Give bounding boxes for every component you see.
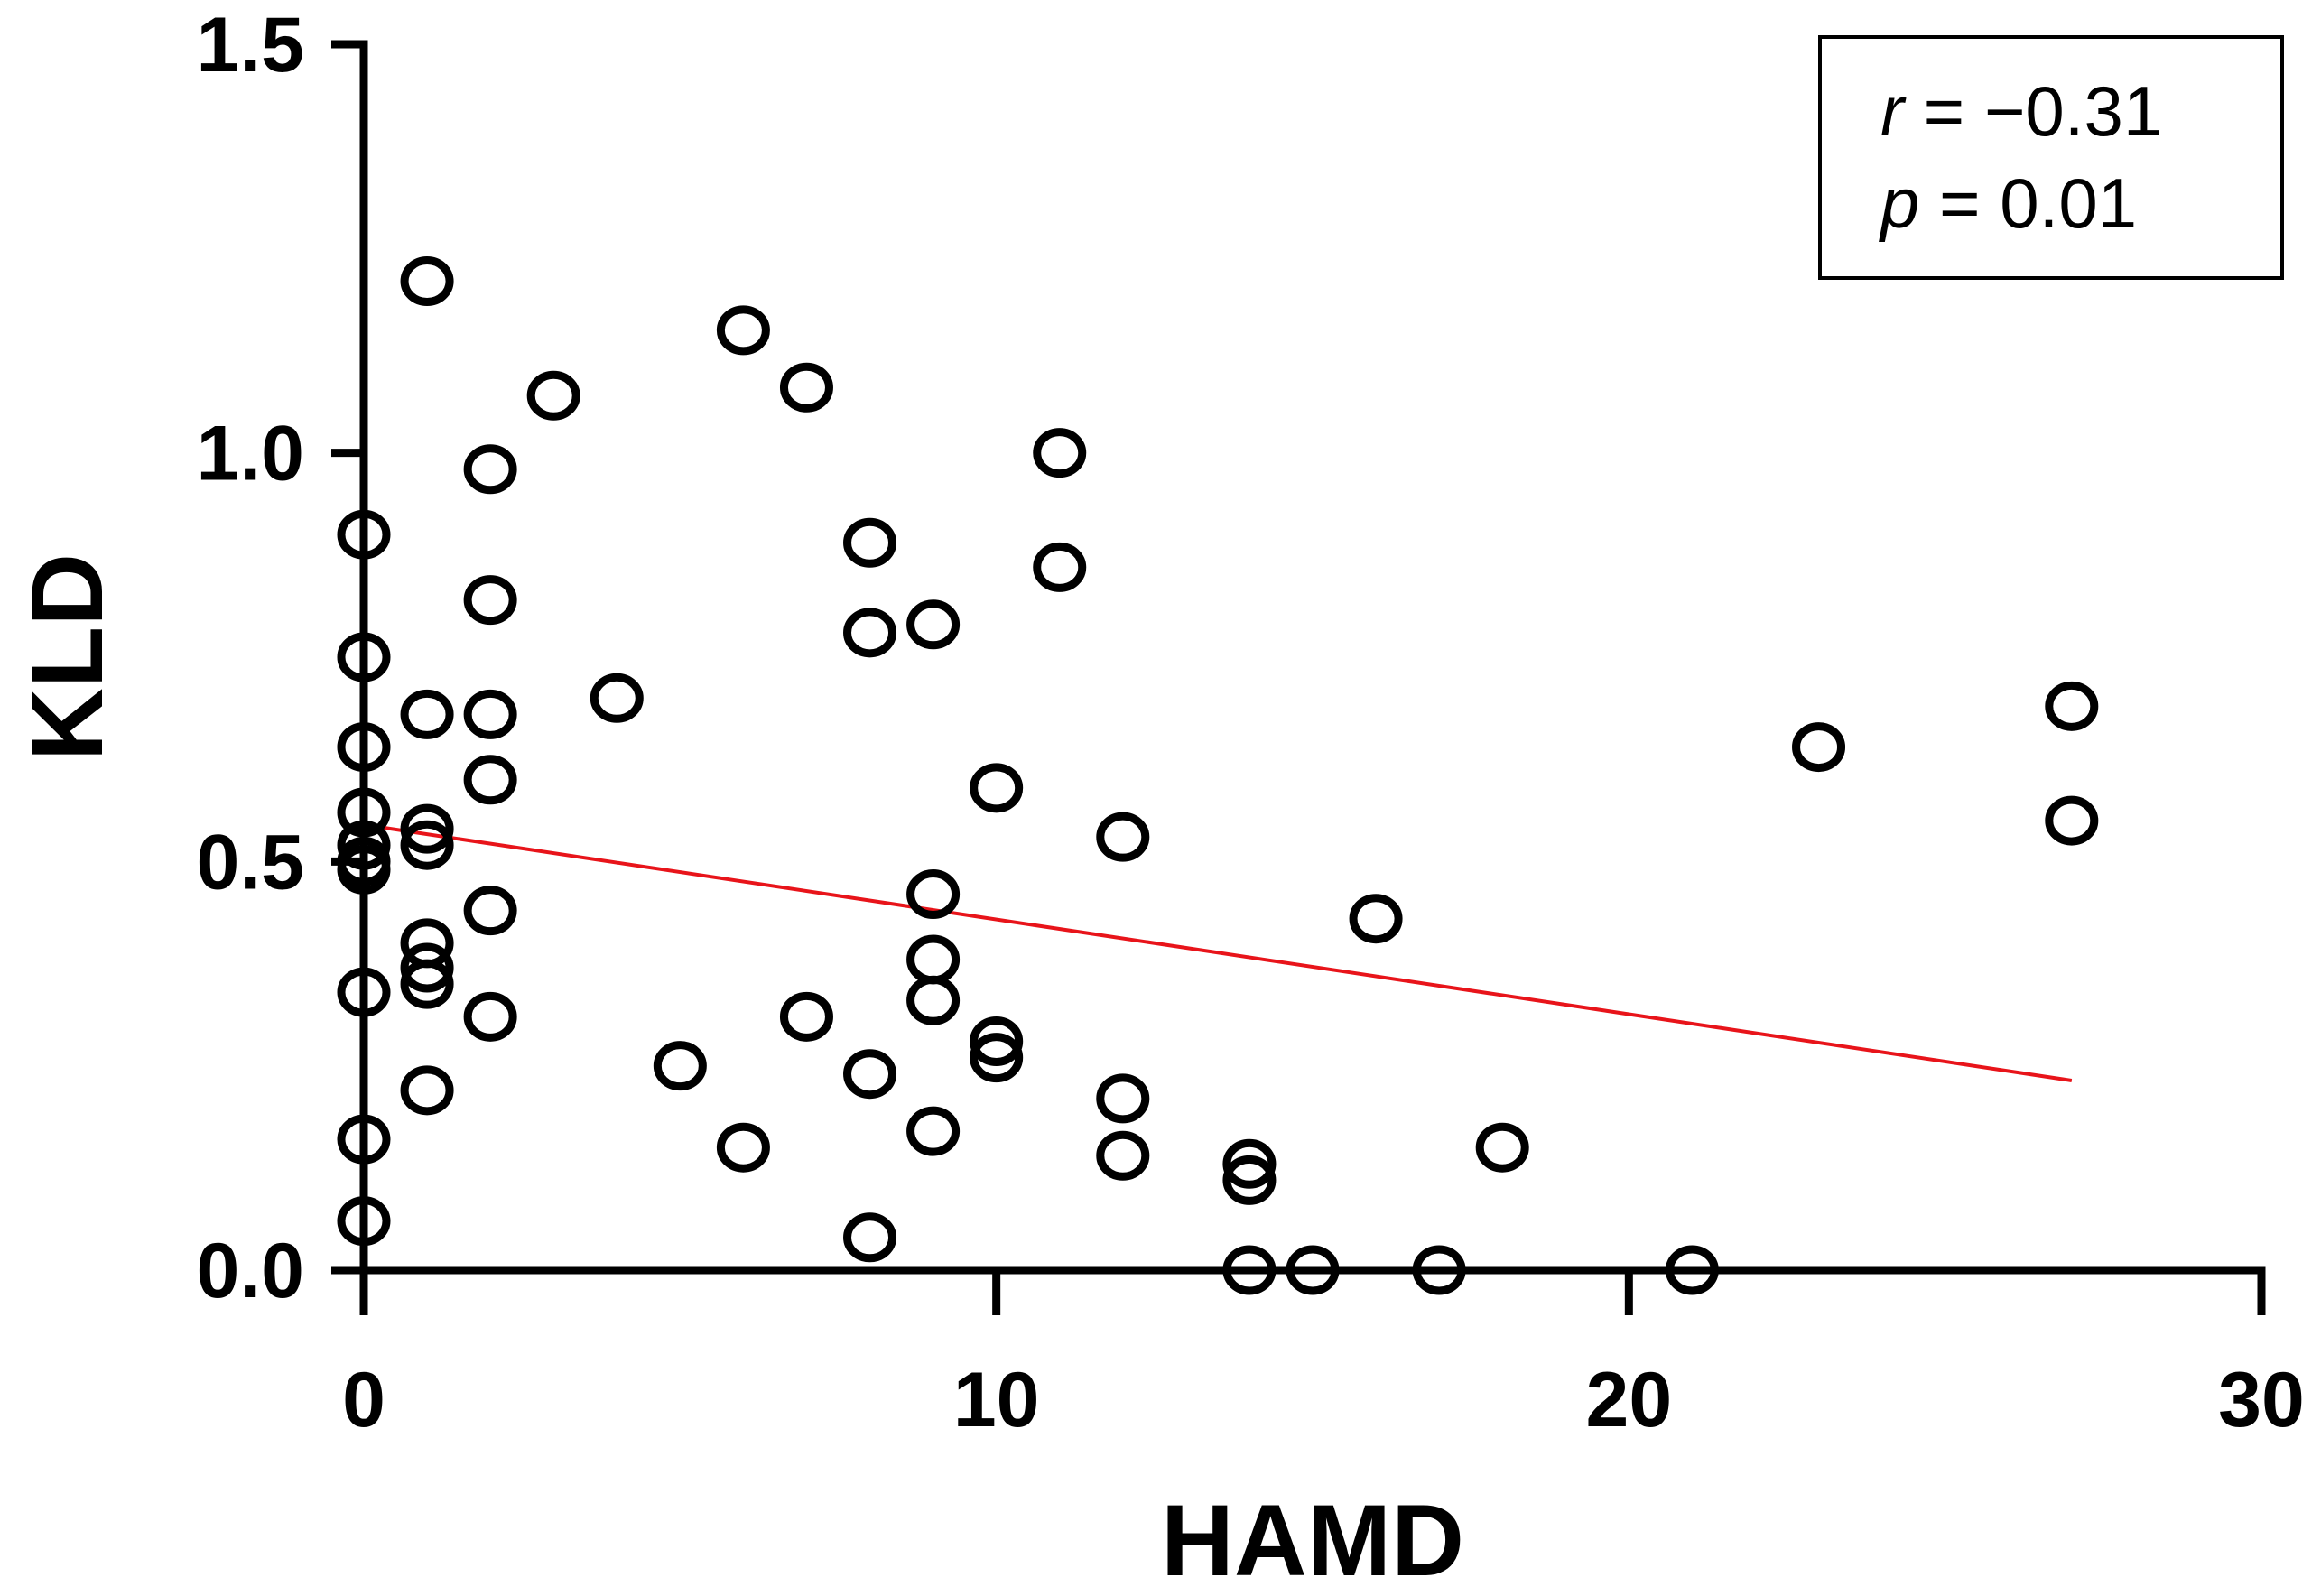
data-point xyxy=(1096,1073,1150,1124)
p-statistic: p = 0.01 xyxy=(1879,163,2137,243)
data-point xyxy=(2045,795,2099,846)
data-points xyxy=(337,256,2099,1295)
data-point xyxy=(2045,681,2099,731)
data-point xyxy=(1222,1138,1277,1189)
data-point xyxy=(337,722,391,773)
y-tick-label: 0.5 xyxy=(196,819,304,905)
data-point xyxy=(400,942,454,993)
data-point xyxy=(337,509,391,560)
data-point xyxy=(779,991,833,1042)
data-point xyxy=(526,370,580,421)
data-point xyxy=(463,755,517,805)
data-point xyxy=(1665,1245,1719,1295)
y-axis-ticks: 0.0 0.5 1.0 1.5 xyxy=(196,2,364,1314)
data-point xyxy=(843,1049,897,1100)
data-point xyxy=(463,886,517,936)
data-point xyxy=(337,820,391,870)
data-point xyxy=(1096,1130,1150,1181)
data-point xyxy=(1033,428,1087,478)
data-point xyxy=(1222,1155,1277,1205)
data-point xyxy=(716,305,770,356)
data-point xyxy=(1792,722,1846,773)
data-point xyxy=(906,869,961,920)
data-point xyxy=(400,256,454,307)
data-point xyxy=(463,444,517,495)
x-tick-label: 20 xyxy=(1585,1357,1672,1443)
data-point xyxy=(1033,542,1087,592)
data-point xyxy=(1222,1245,1277,1295)
data-point xyxy=(906,1106,961,1156)
data-point xyxy=(337,967,391,1017)
data-point xyxy=(1349,894,1403,944)
data-point xyxy=(906,934,961,985)
data-point xyxy=(906,975,961,1025)
data-point xyxy=(337,1114,391,1165)
y-tick-label: 0.0 xyxy=(196,1228,304,1314)
data-point xyxy=(1412,1245,1466,1295)
r-symbol: r xyxy=(1880,71,1907,151)
data-point xyxy=(400,1065,454,1116)
x-tick-label: 30 xyxy=(2218,1357,2305,1443)
data-point xyxy=(1096,812,1150,862)
stats-box-frame xyxy=(1818,35,2284,280)
x-tick-label: 0 xyxy=(342,1357,385,1443)
data-point xyxy=(843,608,897,658)
data-point xyxy=(906,599,961,650)
data-point xyxy=(463,575,517,626)
data-point xyxy=(843,1212,897,1263)
data-point xyxy=(337,787,391,838)
data-point xyxy=(1475,1122,1529,1173)
data-point xyxy=(463,991,517,1042)
data-point xyxy=(337,1196,391,1247)
data-point xyxy=(843,517,897,568)
p-symbol: p xyxy=(1879,163,1919,243)
y-tick-label: 1.0 xyxy=(196,411,304,497)
p-value: = 0.01 xyxy=(1919,163,2137,243)
x-tick-label: 10 xyxy=(953,1357,1040,1443)
data-point xyxy=(400,803,454,854)
data-point xyxy=(970,1016,1024,1067)
data-point xyxy=(716,1122,770,1173)
regression-line xyxy=(363,822,2073,1082)
data-point xyxy=(463,689,517,739)
r-statistic: r = −0.31 xyxy=(1880,71,2162,151)
r-value: = −0.31 xyxy=(1904,71,2162,151)
data-point xyxy=(653,1041,707,1091)
data-point xyxy=(590,673,644,723)
data-point xyxy=(337,844,391,895)
data-point xyxy=(1286,1245,1340,1295)
data-point xyxy=(970,1033,1024,1083)
y-tick-label: 1.5 xyxy=(196,2,304,88)
x-axis-title: HAMD xyxy=(1161,1484,1464,1596)
data-point xyxy=(337,632,391,682)
y-axis-title: KLD xyxy=(11,553,124,761)
stats-legend-box: r = −0.31 p = 0.01 xyxy=(1818,35,2284,280)
x-axis-ticks: 0 10 20 30 xyxy=(342,1270,2305,1443)
data-point xyxy=(400,820,454,870)
data-point xyxy=(400,959,454,1009)
data-point xyxy=(779,362,833,413)
data-point xyxy=(400,689,454,739)
data-point xyxy=(970,763,1024,813)
